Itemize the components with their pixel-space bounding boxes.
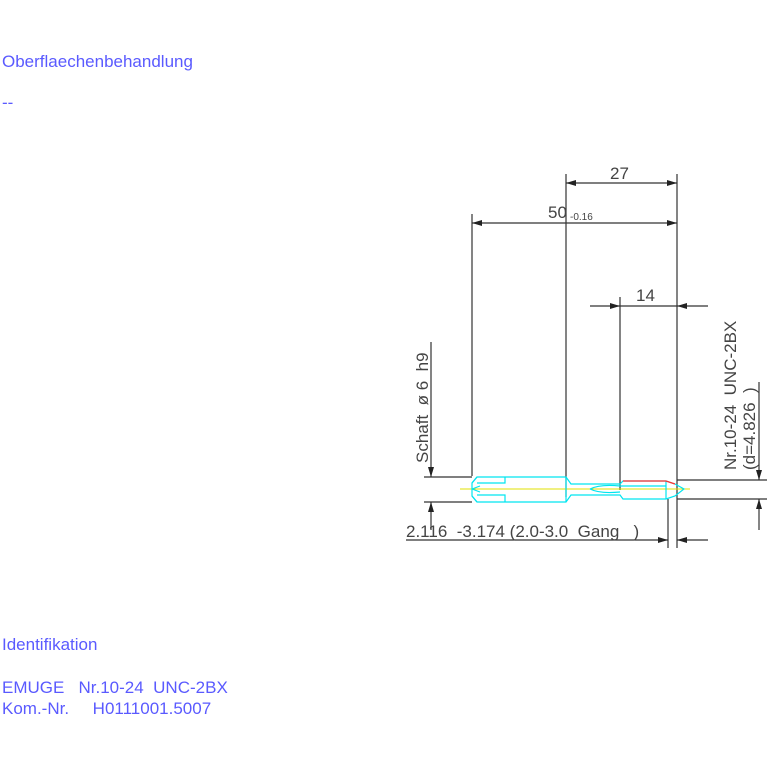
identification-line1: EMUGE Nr.10-24 UNC-2BX [2, 678, 228, 697]
svg-text:(d=4.826 ): (d=4.826 ) [740, 387, 759, 470]
svg-text:27: 27 [610, 164, 629, 183]
svg-text:Schaft ø 6 h9: Schaft ø 6 h9 [413, 352, 432, 463]
dimension-thread: Nr.10-24 UNC-2BX (d=4.826 ) [721, 321, 762, 530]
surface-treatment-value: -- [2, 93, 13, 112]
svg-text:2.116 -3.174 (2.0-3.0 Gang: 2.116 -3.174 (2.0-3.0 Gang ) [406, 522, 639, 541]
tap-tool-outline [460, 476, 690, 503]
identification-line2: Kom.-Nr. H0111001.5007 [2, 699, 211, 718]
dimension-shank-diameter: Schaft ø 6 h9 [413, 342, 434, 530]
dimension-14: 14 [590, 286, 708, 309]
extension-lines [424, 174, 767, 548]
svg-text:14: 14 [636, 286, 655, 305]
svg-text:-0.16: -0.16 [570, 212, 593, 223]
svg-text:50: 50 [548, 203, 567, 222]
dimension-50: 50 -0.16 [472, 203, 677, 226]
surface-treatment-label: Oberflaechenbehandlung [2, 52, 193, 71]
dimension-chamfer: 2.116 -3.174 (2.0-3.0 Gang ) [406, 522, 708, 543]
svg-text:Nr.10-24 UNC-2BX: Nr.10-24 UNC-2BX [721, 321, 740, 470]
dimension-27: 27 [566, 164, 677, 186]
identification-label: Identifikation [2, 635, 97, 654]
